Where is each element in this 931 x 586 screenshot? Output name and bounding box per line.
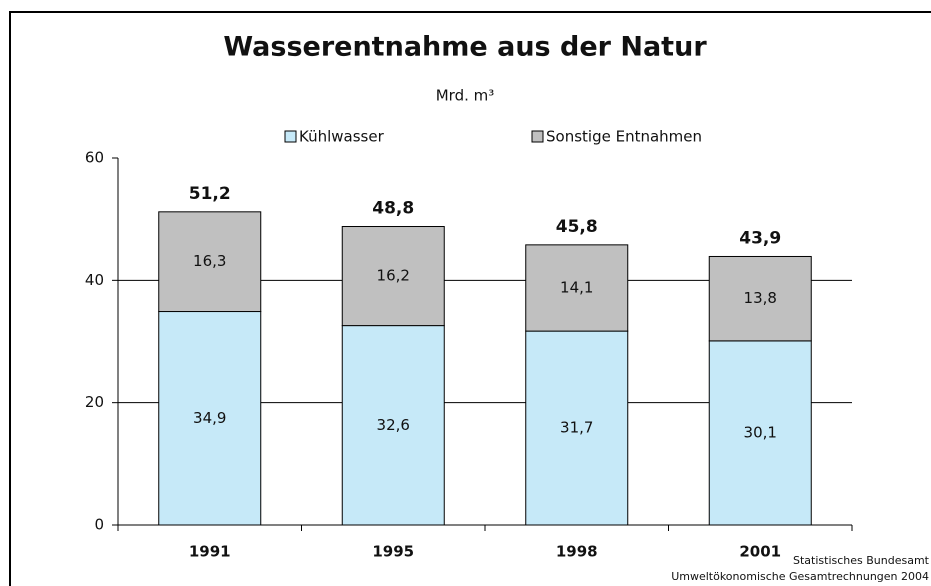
y-tick-label: 40 — [85, 271, 104, 289]
y-tick-label: 60 — [85, 149, 104, 167]
value-label: 16,2 — [377, 267, 410, 285]
total-label: 48,8 — [372, 199, 414, 219]
frame — [9, 11, 931, 586]
chart-subtitle: Mrd. m³ — [436, 87, 495, 105]
x-tick-label: 1998 — [556, 543, 598, 561]
value-label: 16,3 — [193, 252, 226, 270]
legend-swatch — [531, 130, 544, 143]
y-tick-label: 0 — [94, 516, 104, 534]
x-tick-label: 1995 — [372, 543, 414, 561]
source: Statistisches Bundesamt — [793, 554, 930, 567]
bar-segment — [158, 211, 262, 313]
source: Umweltökonomische Gesamtrechnungen 2004 — [671, 570, 929, 583]
value-label: 31,7 — [560, 419, 593, 437]
bar-segment — [525, 244, 629, 332]
total-label: 51,2 — [189, 184, 231, 204]
bar-segment — [341, 226, 445, 327]
legend-label: Kühlwasser — [299, 128, 385, 146]
total-label: 45,8 — [556, 217, 598, 237]
value-label: 30,1 — [744, 423, 777, 441]
value-label: 14,1 — [560, 278, 593, 296]
bar-segment — [158, 311, 262, 526]
chart-title: Wasserentnahme aus der Natur — [223, 32, 707, 63]
legend-label: Sonstige Entnahmen — [546, 128, 702, 146]
total-label: 43,9 — [739, 228, 781, 248]
value-label: 34,9 — [193, 409, 226, 427]
bar-segment — [708, 255, 812, 342]
x-tick-label: 2001 — [739, 543, 781, 561]
x-tick-label: 1991 — [189, 543, 231, 561]
value-label: 32,6 — [377, 416, 410, 434]
bar-segment — [341, 325, 445, 526]
legend-swatch — [284, 130, 297, 143]
y-tick-label: 20 — [85, 393, 104, 411]
bar-segment — [525, 330, 629, 526]
value-label: 13,8 — [744, 289, 777, 307]
bar-segment — [708, 340, 812, 526]
